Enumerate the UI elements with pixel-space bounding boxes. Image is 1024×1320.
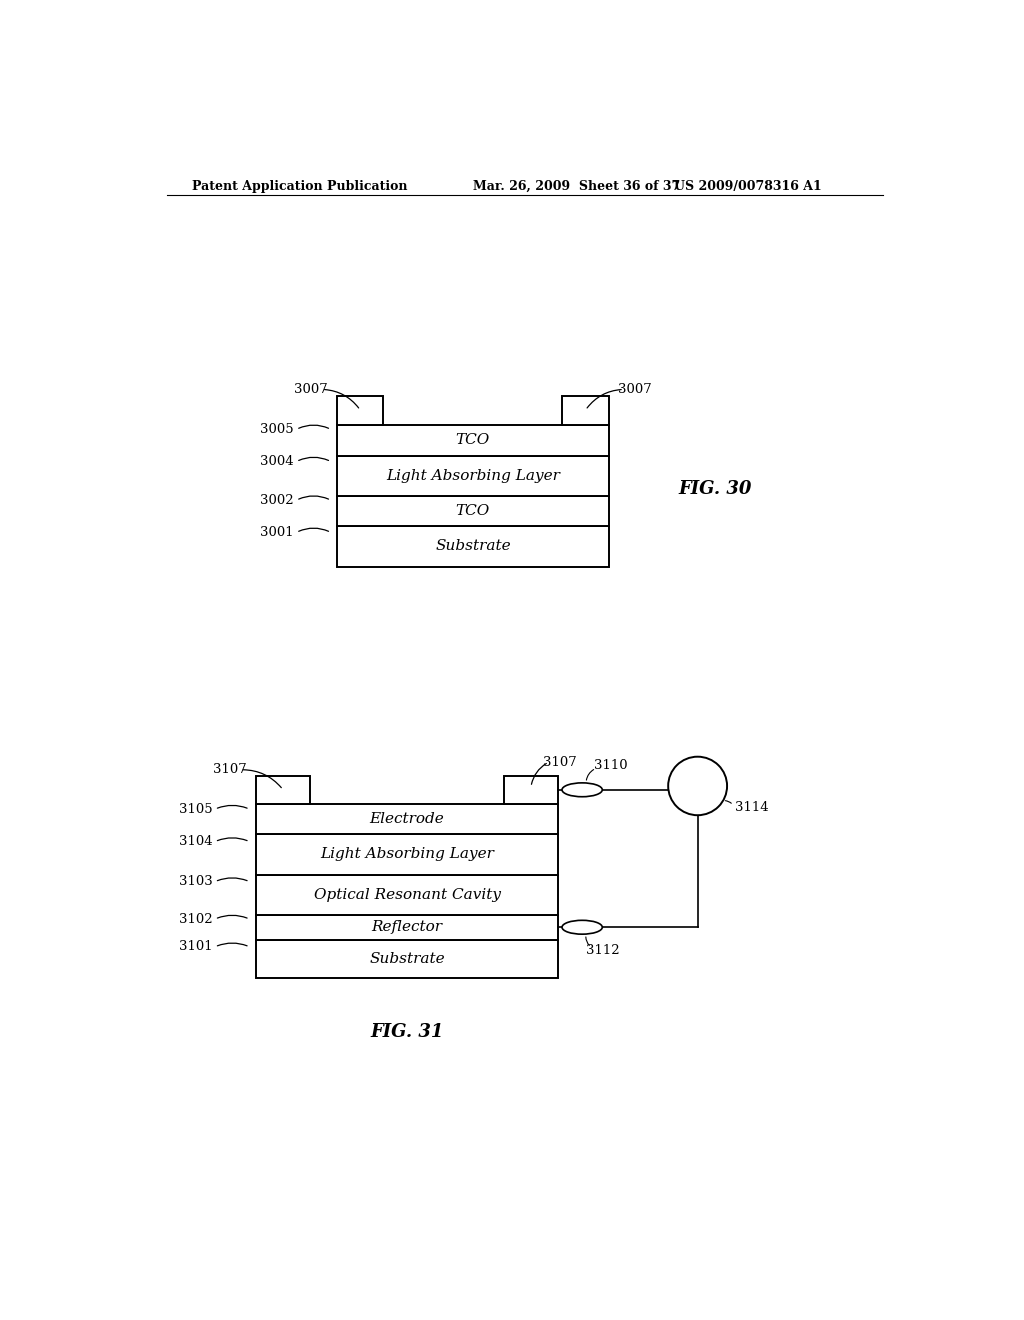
Text: 3103: 3103: [179, 875, 212, 888]
Text: 3102: 3102: [179, 912, 212, 925]
Bar: [256, 804, 558, 834]
Text: FIG. 30: FIG. 30: [678, 480, 752, 499]
Bar: [337, 527, 608, 566]
Circle shape: [669, 756, 727, 816]
Bar: [256, 915, 558, 940]
Text: 3114: 3114: [735, 801, 768, 814]
Text: TCO: TCO: [456, 433, 490, 447]
Bar: [256, 776, 310, 804]
Text: 3002: 3002: [260, 494, 294, 507]
Bar: [504, 776, 558, 804]
Text: 3105: 3105: [179, 803, 212, 816]
Ellipse shape: [562, 920, 602, 935]
Bar: [562, 396, 608, 425]
Text: V: V: [690, 777, 705, 795]
Bar: [337, 455, 608, 496]
Bar: [337, 495, 608, 527]
Text: Mar. 26, 2009  Sheet 36 of 37: Mar. 26, 2009 Sheet 36 of 37: [473, 180, 680, 193]
Text: Electrode: Electrode: [370, 812, 444, 826]
Text: 3110: 3110: [594, 759, 628, 772]
Text: FIG. 31: FIG. 31: [371, 1023, 443, 1041]
Text: 3007: 3007: [294, 383, 328, 396]
Text: 3005: 3005: [260, 422, 294, 436]
Text: 3107: 3107: [543, 755, 577, 768]
Text: Substrate: Substrate: [435, 540, 511, 553]
Text: TCO: TCO: [456, 504, 490, 517]
Text: 3104: 3104: [179, 836, 212, 849]
Text: Light Absorbing Layer: Light Absorbing Layer: [321, 847, 494, 862]
Bar: [337, 396, 383, 425]
Text: 3101: 3101: [179, 940, 212, 953]
Text: 3001: 3001: [260, 525, 294, 539]
Bar: [256, 834, 558, 875]
Text: 3004: 3004: [260, 455, 294, 469]
Text: Substrate: Substrate: [370, 952, 444, 966]
Text: 3112: 3112: [586, 944, 620, 957]
Bar: [337, 425, 608, 455]
Text: Optical Resonant Cavity: Optical Resonant Cavity: [313, 887, 501, 902]
Text: Reflector: Reflector: [372, 920, 442, 935]
Text: Patent Application Publication: Patent Application Publication: [191, 180, 408, 193]
Text: US 2009/0078316 A1: US 2009/0078316 A1: [675, 180, 822, 193]
Bar: [256, 875, 558, 915]
Text: 3007: 3007: [617, 383, 651, 396]
Text: Light Absorbing Layer: Light Absorbing Layer: [386, 469, 560, 483]
Bar: [256, 940, 558, 978]
Ellipse shape: [562, 783, 602, 797]
Text: 3107: 3107: [213, 763, 247, 776]
